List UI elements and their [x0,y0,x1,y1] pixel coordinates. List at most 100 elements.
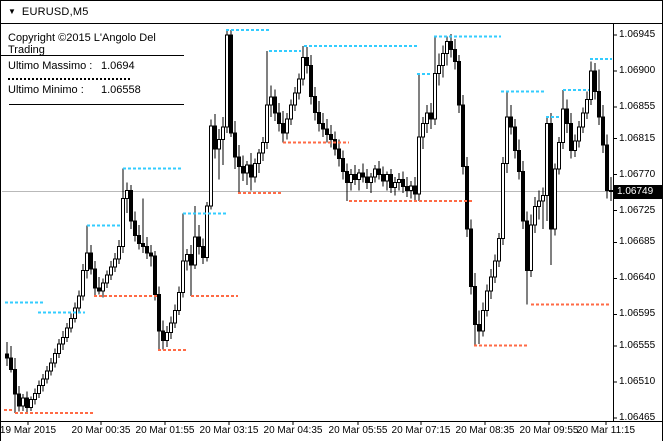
candle-body [49,362,53,372]
price-axis-label: 1.06770 [619,168,656,180]
candle-body [201,245,205,259]
price-axis-label: 1.06945 [619,29,656,40]
candle-body [109,266,113,276]
price-axis-label: 1.06465 [619,412,656,423]
candle-body [57,343,61,354]
time-axis-label: 20 Mar 11:15 [576,425,636,436]
candle-body [449,40,453,50]
candle-body [209,125,213,207]
candle-body [401,178,405,188]
candle-body [493,260,497,278]
candle-body [353,174,357,180]
price-axis-label: 1.06855 [619,100,656,112]
last-maximum-row: Ultimo Massimo : 1.0694 [1,60,184,74]
price-axis-label: 1.06685 [619,236,656,248]
candle-body [137,234,141,244]
candle-body [405,186,409,192]
candle-body [281,123,285,134]
time-axis-label: 20 Mar 08:35 [455,425,515,436]
candle-body [525,220,529,271]
candle-body [477,324,481,332]
candle-body [121,198,125,247]
candle-body [157,293,161,332]
price-axis-label: 1.06640 [619,272,656,284]
candle-body [461,104,465,168]
candle-body [529,224,533,271]
candle-body [609,190,613,193]
candle-body [561,108,565,144]
candle-body [545,123,549,196]
candle-body [469,228,473,287]
candle-body [513,126,517,152]
candle-body [377,168,381,176]
candle-body [217,139,221,150]
time-axis-label: 20 Mar 01:55 [135,425,195,436]
candle-body [429,112,433,120]
time-axis-label: 20 Mar 03:15 [199,425,259,436]
candle-body [505,116,509,164]
chart-title-bar: ▼ EURUSD,M5 [1,1,662,23]
candle-body [185,253,189,262]
candle-body [365,176,369,184]
candle-body [497,237,501,262]
candle-body [45,370,49,380]
candle-body [577,126,581,142]
candle-body [457,60,461,106]
panel-divider [9,104,184,105]
candle-body [597,91,601,118]
candle-body [285,118,289,134]
candle-body [113,258,117,268]
candle-body [317,111,321,125]
candle-body [453,48,457,62]
candle-body [349,174,353,184]
current-price-badge: 1.06749 [614,185,662,199]
candle-body [29,399,33,409]
last-minimum-row: Ultimo Minimo : 1.06558 [1,84,184,98]
candle-body [141,242,145,247]
candle-body [245,164,249,174]
candle-body [601,116,605,146]
candle-body [565,108,569,125]
chart-symbol-title: EURUSD,M5 [21,6,89,18]
candle-body [557,142,561,170]
last-minimum-value: 1.06558 [101,84,141,96]
price-axis-label: 1.06815 [619,132,656,144]
candle-body [117,245,121,260]
candle-body [309,64,313,97]
candle-body [177,292,181,311]
candle-body [205,205,209,259]
candle-body [53,352,57,364]
candle-body [257,152,261,164]
candle-body [105,274,109,284]
candle-body [145,245,149,254]
candle-body [65,327,69,338]
candle-body [537,200,541,208]
candle-body [25,397,29,409]
candle-body [549,123,553,230]
candle-body [433,72,437,120]
candle-body [225,34,229,128]
copyright-text: Copyright ©2015 L'Angolo Del Trading [8,32,156,56]
candle-body [229,34,233,134]
candle-body [221,126,225,141]
candle-body [41,378,45,386]
candle-body [521,170,525,222]
candle-body [61,336,65,345]
candle-body [249,164,253,178]
candle-body [213,125,217,150]
candle-body [161,330,165,342]
candle-body [9,357,13,370]
price-axis-label: 1.06510 [619,376,656,388]
candle-body [289,104,293,120]
price-axis-label: 1.06725 [619,204,656,216]
time-axis-label: 20 Mar 04:35 [263,425,323,436]
dotted-divider [8,78,130,80]
candle-body [369,176,373,184]
collapse-triangle-icon[interactable]: ▼ [8,7,16,16]
candle-body [129,190,133,222]
candle-body [273,96,277,114]
candle-body [97,287,101,292]
panel-divider [1,55,184,56]
candle-body [37,384,41,394]
